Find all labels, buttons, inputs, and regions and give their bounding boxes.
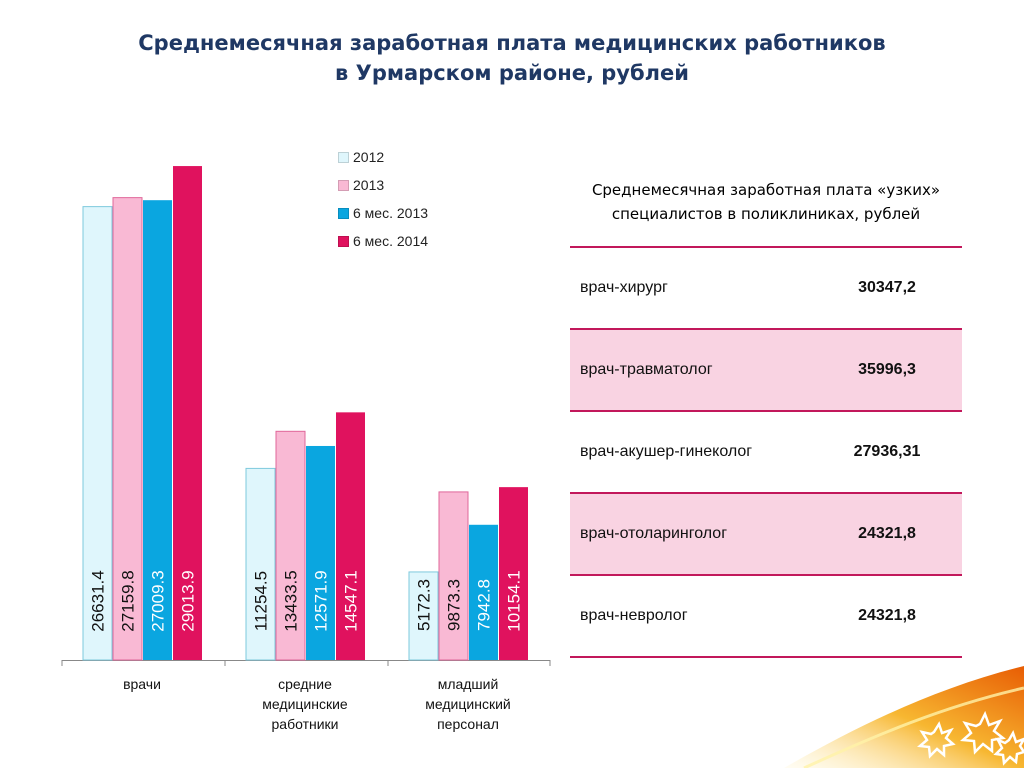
page-title-line-1: Среднемесячная заработная плата медицинс…: [138, 31, 886, 55]
bar-value-label: 11254.5: [252, 571, 271, 631]
bar-value-label: 10154.1: [505, 570, 524, 631]
bar-value-label: 9873.3: [445, 579, 464, 631]
salary-value: 24321,8: [858, 607, 916, 624]
bar: [499, 487, 528, 660]
star-ornament: [917, 721, 956, 759]
table-title: Среднемесячная заработная плата «узких» …: [570, 178, 962, 246]
legend-label: 6 мес. 2014: [353, 233, 429, 249]
legend-label: 2013: [353, 177, 385, 193]
x-tick-label-line: врачи: [123, 676, 161, 692]
page-title-line-2: в Урмарском районе, рублей: [335, 61, 689, 85]
x-tick-label-line: средние: [278, 676, 332, 692]
table-row: врач-невролог 24321,8: [570, 576, 962, 658]
x-tick-label-junior-staff: младший медицинский персонал: [388, 674, 548, 734]
legend-label: 6 мес. 2013: [353, 205, 429, 221]
bar-value-label: 27159.8: [119, 570, 138, 631]
table-row: врач-акушер-гинеколог 27936,31: [570, 412, 962, 494]
specialist-name: врач-отоларинголог: [580, 525, 728, 542]
bar: [173, 166, 202, 660]
specialist-name: врач-хирург: [580, 279, 668, 296]
table-row: врач-отоларинголог 24321,8: [570, 494, 962, 576]
bar-value-label: 29013.9: [179, 570, 198, 631]
x-tick-label-line: медицинские: [262, 696, 348, 712]
star-ornament: [993, 729, 1024, 766]
table-divider: [570, 246, 962, 248]
decorative-corner-swoosh: [784, 666, 1024, 768]
specialist-name: врач-невролог: [580, 607, 688, 624]
x-tick-label-nurses: средние медицинские работники: [225, 674, 385, 734]
specialist-name: врач-акушер-гинеколог: [580, 443, 753, 460]
legend-item-6m-2014: 6 мес. 2014: [338, 227, 428, 255]
specialists-salary-table: Среднемесячная заработная плата «узких» …: [570, 178, 962, 658]
salary-value: 35996,3: [858, 361, 916, 378]
specialist-name: врач-травматолог: [580, 361, 713, 378]
bar: [143, 200, 172, 660]
legend-swatch-6m-2013: [338, 207, 349, 219]
page-title: Среднемесячная заработная плата медицинс…: [0, 28, 1024, 88]
legend-item-6m-2013: 6 мес. 2013: [338, 199, 428, 227]
legend-label: 2012: [353, 149, 385, 165]
x-tick-label-line: работники: [271, 716, 339, 732]
bar-value-label: 26631.4: [89, 570, 108, 631]
chart-legend: 2012 2013 6 мес. 2013 6 мес. 2014: [338, 143, 428, 255]
salary-value: 24321,8: [858, 525, 916, 542]
bar: [306, 445, 335, 660]
bar: [245, 467, 276, 661]
bar-value-label: 12571.9: [312, 570, 331, 631]
x-tick-label-line: персонал: [437, 716, 499, 732]
legend-item-2012: 2012: [338, 143, 428, 171]
bar-value-label: 27009.3: [149, 570, 168, 631]
bar: [438, 491, 469, 661]
bar: [408, 571, 439, 661]
bar-value-label: 14547.1: [342, 570, 361, 631]
bar: [469, 524, 498, 660]
star-ornaments-icon: [917, 710, 1024, 766]
x-tick-label-line: младший: [437, 676, 499, 692]
table-title-line-1: Среднемесячная заработная плата «узких»: [591, 181, 941, 199]
table-title-line-2: специалистов в поликлиниках, рублей: [611, 205, 921, 223]
bar: [82, 206, 113, 661]
swoosh-highlight: [803, 686, 1024, 768]
salary-value: 30347,2: [858, 279, 916, 296]
x-tick-label-doctors: врачи: [62, 674, 222, 694]
table-row: врач-хирург 30347,2: [570, 248, 962, 330]
star-ornament: [959, 710, 1006, 755]
bar: [275, 430, 306, 661]
bar-chart: 26631.4 27159.8 27009.3 29013.9 11254.5 13433…: [61, 166, 551, 666]
legend-swatch-2013: [338, 179, 349, 191]
swoosh-shape: [784, 666, 1024, 768]
bar-value-label: 13433.5: [282, 570, 301, 631]
bar: [336, 412, 365, 660]
bar-value-label: 5172.3: [415, 579, 434, 631]
bar-value-label: 7942.8: [475, 579, 494, 631]
legend-item-2013: 2013: [338, 171, 428, 199]
salary-value: 27936,31: [853, 443, 921, 460]
x-tick-label-line: медицинский: [425, 696, 511, 712]
legend-swatch-6m-2014: [338, 235, 349, 247]
legend-swatch-2012: [338, 151, 349, 163]
table-row: врач-травматолог 35996,3: [570, 330, 962, 412]
bar: [112, 197, 143, 661]
